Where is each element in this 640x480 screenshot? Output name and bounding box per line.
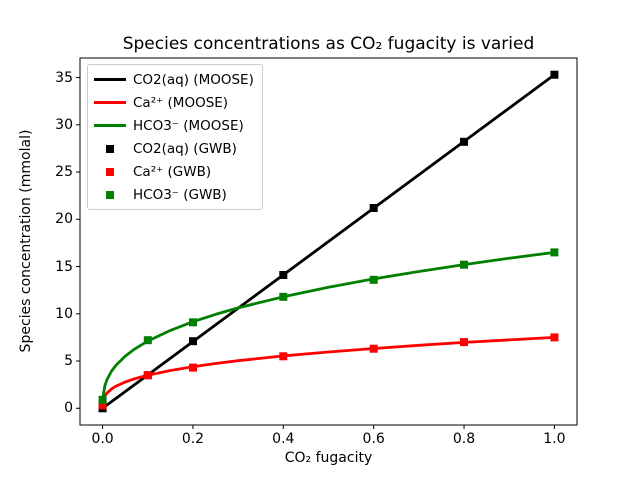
series-marker-co2aq-gwb	[189, 337, 197, 346]
legend-item: CO2(aq) (GWB)	[88, 137, 262, 160]
series-line-hco3-moose	[101, 251, 555, 401]
x-tick-label: 0.8	[452, 431, 476, 447]
series-marker-hco3-gwb	[279, 292, 288, 301]
x-tick-label: 0.0	[91, 431, 114, 447]
x-axis-label: CO₂ fugacity	[284, 450, 373, 466]
plot-frame	[79, 57, 578, 426]
series-marker-ca-gwb	[189, 363, 197, 372]
series-marker-hco3-gwb	[550, 248, 559, 257]
y-tick-label: 5	[64, 353, 73, 370]
series-marker-co2aq-gwb	[369, 204, 378, 212]
y-tick-label: 35	[55, 69, 73, 86]
legend-item-label: Ca²⁺ (GWB)	[133, 163, 212, 180]
legend-line-swatch	[94, 124, 126, 127]
x-tick-label: 0.6	[362, 431, 385, 447]
series-line-ca-moose	[101, 336, 555, 406]
legend-item: CO2(aq) (MOOSE)	[88, 68, 262, 91]
x-tick-label: 0.4	[272, 431, 295, 447]
legend-item: Ca²⁺ (GWB)	[88, 160, 262, 183]
legend-item-label: HCO3⁻ (MOOSE)	[133, 117, 244, 134]
y-tick-label: 15	[55, 258, 73, 275]
legend-item-label: CO2(aq) (MOOSE)	[133, 71, 254, 88]
legend-marker-swatch	[94, 167, 126, 176]
series-marker-hco3-gwb	[460, 260, 468, 269]
series-line-co2aq-moose	[101, 73, 556, 410]
chart-title: Species concentrations as CO₂ fugacity i…	[122, 34, 535, 54]
legend-item-label: HCO3⁻ (GWB)	[133, 186, 227, 203]
series-marker-co2aq-gwb	[279, 271, 288, 279]
y-tick-label: 0	[64, 400, 73, 417]
legend-item: HCO3⁻ (GWB)	[88, 183, 262, 206]
y-tick-label: 10	[55, 305, 73, 322]
series-marker-hco3-gwb	[143, 336, 152, 345]
legend-item-label: CO2(aq) (GWB)	[133, 140, 237, 157]
series-marker-ca-gwb	[143, 371, 152, 380]
series-marker-hco3-gwb	[98, 395, 107, 404]
series-marker-co2aq-gwb	[550, 70, 559, 79]
x-tick-label: 0.2	[181, 431, 205, 447]
legend-marker-swatch	[94, 190, 126, 199]
series-marker-hco3-gwb	[369, 275, 378, 284]
legend-marker-swatch	[94, 144, 126, 153]
series-marker-co2aq-gwb	[460, 137, 468, 146]
legend: CO2(aq) (MOOSE) Ca²⁺ (MOOSE) HCO3⁻ (MOOS…	[87, 64, 263, 210]
y-tick-label: 30	[55, 116, 73, 133]
series-marker-ca-gwb	[550, 333, 559, 342]
y-tick-label: 20	[55, 211, 73, 228]
series-marker-hco3-gwb	[189, 318, 197, 327]
y-tick-label: 25	[55, 164, 73, 181]
x-tick-label: 1.0	[543, 431, 566, 447]
y-axis-label: Species concentration (mmolal)	[18, 129, 34, 353]
legend-line-swatch	[94, 101, 126, 104]
series-marker-ca-gwb	[98, 401, 107, 410]
series-marker-ca-gwb	[279, 352, 288, 361]
legend-item-label: Ca²⁺ (MOOSE)	[133, 94, 229, 111]
legend-item: HCO3⁻ (MOOSE)	[88, 114, 262, 137]
legend-item: Ca²⁺ (MOOSE)	[88, 91, 262, 114]
legend-line-swatch	[94, 78, 126, 81]
series-marker-ca-gwb	[369, 344, 378, 353]
series-marker-ca-gwb	[460, 338, 468, 347]
